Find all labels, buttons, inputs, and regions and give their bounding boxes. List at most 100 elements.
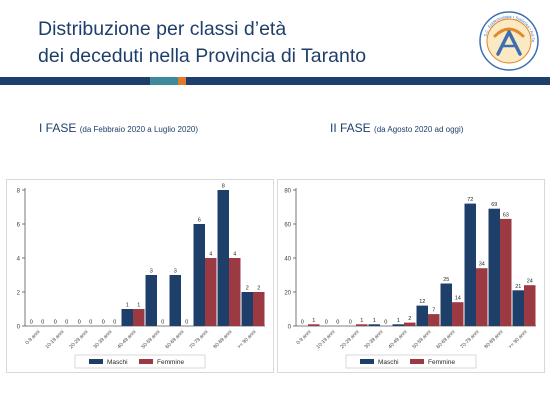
phase-1-title: I FASE bbox=[39, 121, 77, 135]
c1-bar-maschi bbox=[145, 275, 157, 326]
c2-y-tick-label: 80 bbox=[284, 189, 291, 195]
c2-data-label: 1 bbox=[360, 318, 363, 324]
phase-1-subtitle: (da Febbraio 2020 a Luglio 2020) bbox=[79, 125, 199, 134]
c2-bar-femmine bbox=[404, 322, 416, 326]
c2-bar-maschi bbox=[512, 290, 524, 326]
c2-data-label: 72 bbox=[467, 197, 473, 203]
c2-data-label: 1 bbox=[373, 318, 376, 324]
c2-x-tick-label: 30-39 anni bbox=[363, 329, 384, 350]
c1-bar-femmine bbox=[205, 258, 217, 326]
c1-legend-swatch bbox=[89, 359, 103, 364]
c1-data-label: 0 bbox=[65, 320, 68, 326]
c1-x-tick-label: 50-59 anni bbox=[140, 329, 161, 350]
c2-data-label: 34 bbox=[479, 262, 485, 268]
c1-bar-maschi bbox=[121, 309, 133, 326]
c1-data-label: 0 bbox=[30, 320, 33, 326]
c2-x-tick-label: 40-49 anni bbox=[387, 329, 408, 350]
c2-data-label: 12 bbox=[419, 299, 425, 305]
c1-data-label: 0 bbox=[102, 320, 105, 326]
c2-data-label: 0 bbox=[336, 320, 339, 326]
c2-y-tick-label: 0 bbox=[288, 325, 292, 331]
c1-bar-maschi bbox=[241, 292, 253, 326]
slide-title-line-1: Distribuzione per classi d’età bbox=[38, 18, 287, 40]
c1-data-label: 2 bbox=[246, 286, 249, 292]
c2-data-label: 69 bbox=[491, 202, 497, 208]
c1-x-tick-label: 0-9 anni bbox=[24, 329, 41, 346]
c2-bar-femmine bbox=[428, 314, 440, 326]
c1-data-label: 8 bbox=[222, 184, 225, 190]
c1-y-tick-label: 2 bbox=[17, 291, 21, 297]
c1-data-label: 3 bbox=[150, 269, 153, 275]
c1-data-label: 0 bbox=[185, 320, 188, 326]
c1-data-label: 0 bbox=[54, 320, 57, 326]
c1-x-tick-label: 70-79 anni bbox=[188, 329, 209, 350]
phase-2-heading: II FASE (da Agosto 2020 ad oggi) bbox=[330, 121, 463, 135]
decorative-bar-strip bbox=[0, 77, 550, 85]
c2-legend-swatch bbox=[360, 359, 374, 364]
c1-x-tick-label: 30-39 anni bbox=[92, 329, 113, 350]
c1-y-tick-label: 0 bbox=[17, 325, 21, 331]
slide-title-line-2: dei deceduti nella Provincia di Taranto bbox=[38, 45, 367, 67]
c1-data-label: 0 bbox=[113, 320, 116, 326]
c2-bar-femmine bbox=[524, 285, 536, 326]
phase-1-heading: I FASE (da Febbraio 2020 a Luglio 2020) bbox=[39, 121, 198, 135]
c2-legend-label: Maschi bbox=[378, 359, 399, 366]
c1-y-tick-label: 6 bbox=[17, 223, 21, 229]
c1-x-tick-label: 20-29 anni bbox=[68, 329, 89, 350]
c1-bar-femmine bbox=[229, 258, 241, 326]
chart-phase-1: 0 2 4 6 8 0 0 0-9 anni 0 0 10-19 anni 0 0 20-29 anni 0… bbox=[6, 179, 274, 373]
c2-bar-maschi bbox=[464, 203, 476, 326]
c2-legend-label: Femmine bbox=[428, 359, 455, 366]
slide-title: Distribuzione per classi d’età dei deced… bbox=[38, 16, 458, 70]
c2-bar-maschi bbox=[368, 324, 380, 326]
c1-data-label: 4 bbox=[209, 252, 212, 258]
c1-data-label: 4 bbox=[233, 252, 236, 258]
c2-data-label: 0 bbox=[325, 320, 328, 326]
phase-2-title: II FASE bbox=[330, 121, 371, 135]
c1-y-tick-label: 4 bbox=[17, 257, 21, 263]
c1-bar-femmine bbox=[133, 309, 145, 326]
c1-bar-femmine bbox=[253, 292, 265, 326]
c2-data-label: 63 bbox=[503, 212, 509, 218]
c1-data-label: 1 bbox=[126, 303, 129, 309]
c1-x-tick-label: 60-69 anni bbox=[164, 329, 185, 350]
c2-bar-femmine bbox=[452, 302, 464, 326]
c2-bar-femmine bbox=[308, 324, 320, 326]
c1-bar-maschi bbox=[193, 224, 205, 326]
c1-bar-maschi bbox=[217, 190, 229, 326]
c2-bar-femmine bbox=[476, 268, 488, 326]
c2-y-tick-label: 20 bbox=[284, 291, 291, 297]
c2-data-label: 2 bbox=[408, 316, 411, 322]
c2-x-tick-label: 80-89 anni bbox=[483, 329, 504, 350]
c1-data-label: 1 bbox=[137, 303, 140, 309]
c2-data-label: 1 bbox=[312, 318, 315, 324]
c2-data-label: 0 bbox=[384, 320, 387, 326]
c1-legend-label: Femmine bbox=[157, 359, 184, 366]
c2-data-label: 25 bbox=[443, 277, 449, 283]
phase-2-subtitle: (da Agosto 2020 ad oggi) bbox=[374, 125, 464, 134]
c2-bar-maschi bbox=[416, 305, 428, 326]
c2-data-label: 24 bbox=[527, 279, 533, 285]
c2-data-label: 0 bbox=[301, 320, 304, 326]
c1-legend-label: Maschi bbox=[107, 359, 128, 366]
c1-data-label: 0 bbox=[41, 320, 44, 326]
c1-data-label: 0 bbox=[161, 320, 164, 326]
c1-data-label: 0 bbox=[89, 320, 92, 326]
c1-data-label: 6 bbox=[198, 218, 201, 224]
c2-data-label: 21 bbox=[515, 284, 521, 290]
c1-legend-swatch bbox=[139, 359, 153, 364]
c1-x-tick-label: 10-19 anni bbox=[44, 329, 65, 350]
c1-data-label: 2 bbox=[257, 286, 260, 292]
c1-x-tick-label: 80-89 anni bbox=[212, 329, 233, 350]
c1-data-label: 3 bbox=[174, 269, 177, 275]
c2-y-tick-label: 60 bbox=[284, 223, 291, 229]
c2-x-tick-label: 20-29 anni bbox=[339, 329, 360, 350]
c1-x-tick-label: >= 90 anni bbox=[236, 329, 257, 350]
c2-data-label: 14 bbox=[455, 296, 461, 302]
c2-data-label: 7 bbox=[432, 308, 435, 314]
c2-x-tick-label: 10-19 anni bbox=[315, 329, 336, 350]
c1-data-label: 0 bbox=[78, 320, 81, 326]
c2-y-tick-label: 40 bbox=[284, 257, 291, 263]
